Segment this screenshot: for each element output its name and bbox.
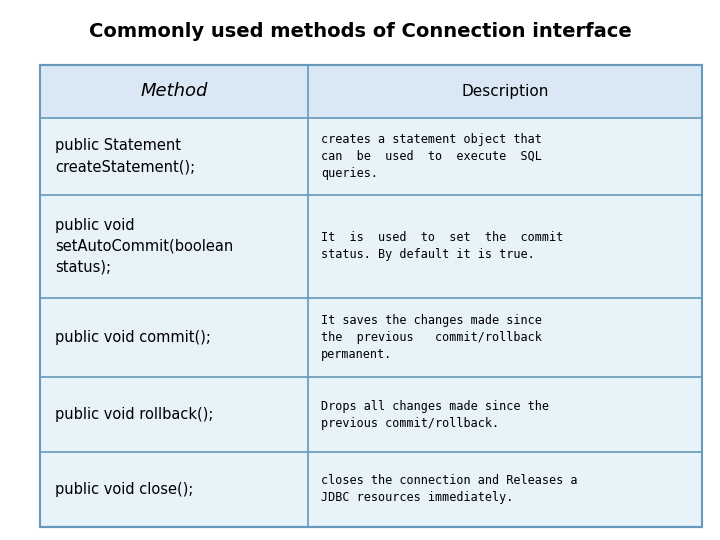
Text: Drops all changes made since the
previous commit/rollback.: Drops all changes made since the previou… [321, 400, 549, 430]
Text: It  is  used  to  set  the  commit
status. By default it is true.: It is used to set the commit status. By … [321, 231, 563, 261]
Text: public void commit();: public void commit(); [55, 330, 211, 345]
Text: Description: Description [462, 84, 549, 99]
Bar [40, 65, 702, 526]
Text: public void rollback();: public void rollback(); [55, 407, 214, 422]
Text: public void close();: public void close(); [55, 482, 194, 497]
Text: closes the connection and Releases a
JDBC resources immediately.: closes the connection and Releases a JDB… [321, 474, 577, 504]
Text: public Statement
createStatement();: public Statement createStatement(); [55, 138, 196, 174]
Bar [40, 65, 702, 118]
Bar [40, 65, 702, 526]
Text: It saves the changes made since
the  previous   commit/rollback
permanent.: It saves the changes made since the prev… [321, 314, 541, 361]
Text: creates a statement object that
can  be  used  to  execute  SQL
queries.: creates a statement object that can be u… [321, 133, 541, 180]
Text: public void
setAutoCommit(boolean
status);: public void setAutoCommit(boolean status… [55, 218, 234, 275]
Text: Commonly used methods of Connection interface: Commonly used methods of Connection inte… [89, 22, 631, 40]
Text: Method: Method [140, 82, 207, 100]
